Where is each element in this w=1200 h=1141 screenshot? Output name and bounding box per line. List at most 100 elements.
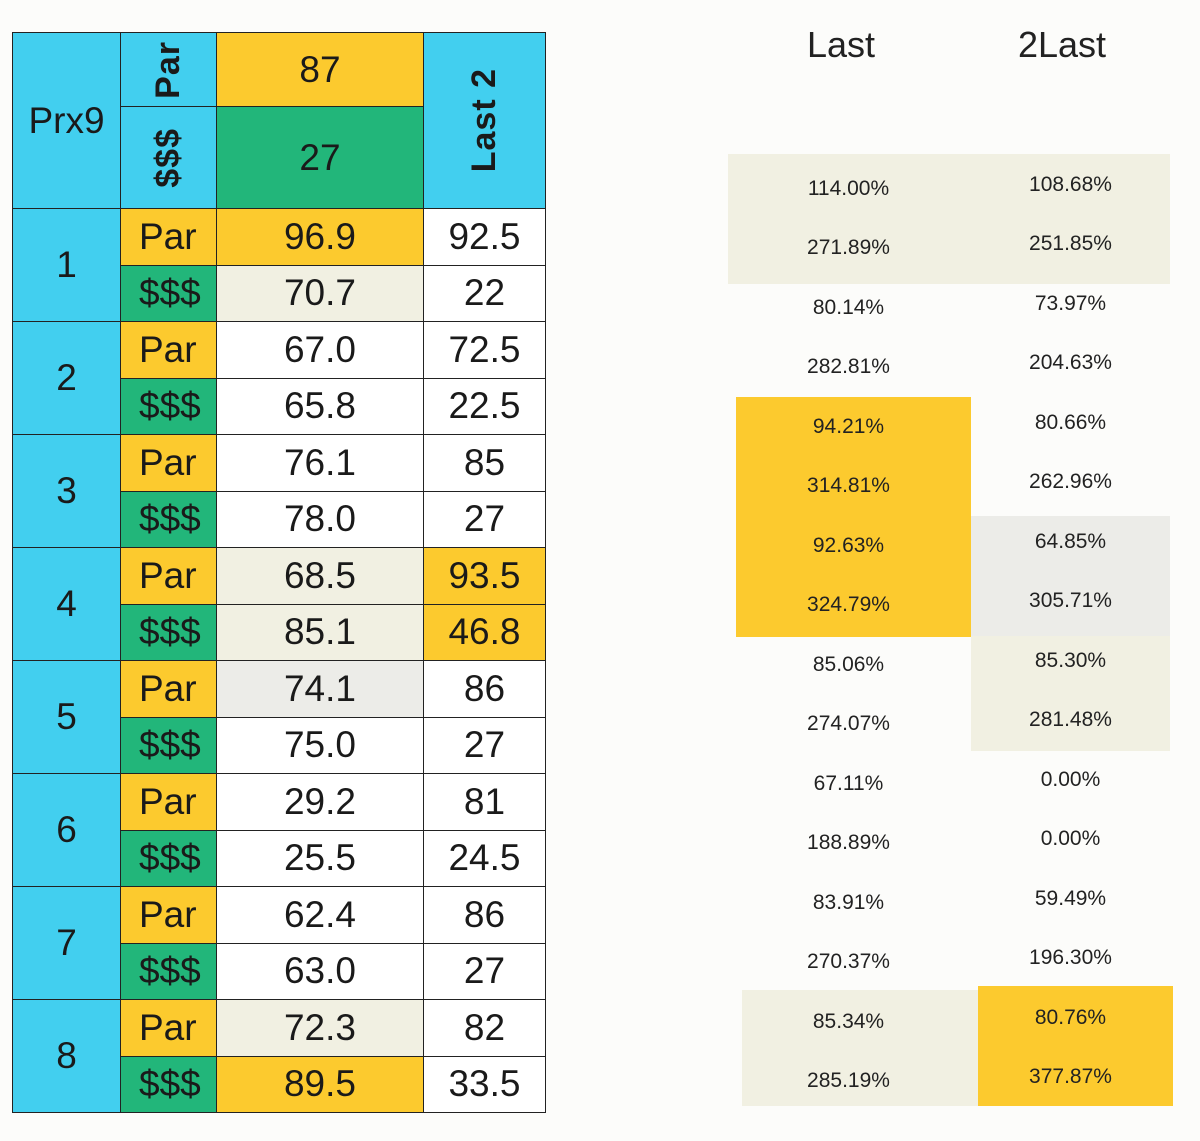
highlight-cream — [728, 154, 1170, 284]
pct-2last: 73.97% — [1034, 291, 1107, 315]
hole-number: 6 — [13, 774, 121, 887]
pct-last: 314.81% — [807, 474, 890, 498]
money-label: $$$ — [121, 491, 217, 548]
par-label: Par — [121, 435, 217, 492]
pct-2last: 0.00% — [1040, 767, 1101, 791]
hole-number: 1 — [13, 209, 121, 322]
header-money-value: 27 — [217, 107, 424, 209]
money-last2: 46.8 — [424, 604, 546, 661]
money-last2: 22.5 — [424, 378, 546, 435]
money-label: $$$ — [121, 1056, 217, 1113]
header-money-label-cell: $$$ — [121, 107, 217, 209]
pct-last: 285.19% — [807, 1069, 890, 1093]
highlight-cream — [971, 636, 1170, 751]
money-last2: 22 — [424, 265, 546, 322]
header-par-label-cell: Par — [121, 33, 217, 107]
pct-last: 85.06% — [812, 652, 885, 676]
pct-2last: 377.87% — [1029, 1065, 1112, 1089]
hole-number: 7 — [13, 887, 121, 1000]
pct-2last: 80.76% — [1034, 1005, 1107, 1029]
pct-last: 282.81% — [807, 355, 890, 379]
money-value: 85.1 — [217, 604, 424, 661]
par-label: Par — [121, 1000, 217, 1057]
par-value: 72.3 — [217, 1000, 424, 1057]
par-last2: 92.5 — [424, 209, 546, 266]
pct-last: 270.37% — [807, 950, 890, 974]
header-money-label: $$$ — [149, 127, 187, 188]
col-header-last: Last — [806, 24, 876, 65]
par-last2: 82 — [424, 1000, 546, 1057]
hole-number: 4 — [13, 548, 121, 661]
highlight-yellow — [978, 986, 1173, 1106]
pct-2last: 59.49% — [1034, 886, 1107, 910]
header-par-value: 87 — [217, 33, 424, 107]
pct-2last: 305.71% — [1029, 589, 1112, 613]
par-value: 29.2 — [217, 774, 424, 831]
par-last2: 86 — [424, 887, 546, 944]
money-label: $$$ — [121, 604, 217, 661]
pct-2last: 85.30% — [1034, 648, 1107, 672]
par-value: 76.1 — [217, 435, 424, 492]
pct-last: 92.63% — [812, 533, 885, 557]
percent-table: 114.00% 108.68% 271.89% 251.85% 80.14% 73.97%… — [728, 154, 1173, 1106]
par-label: Par — [121, 209, 217, 266]
table-title: Prx9 — [13, 33, 121, 209]
money-label: $$$ — [121, 717, 217, 774]
hole-number: 8 — [13, 1000, 121, 1113]
hole-number: 3 — [13, 435, 121, 548]
par-label: Par — [121, 661, 217, 718]
pct-2last: 64.85% — [1034, 529, 1107, 553]
pct-last: 274.07% — [807, 712, 890, 736]
hole-number: 2 — [13, 322, 121, 435]
pct-2last: 196.30% — [1029, 946, 1112, 970]
pct-last: 271.89% — [807, 236, 890, 260]
highlight-yellow — [736, 397, 971, 637]
highlight-cream — [742, 990, 978, 1106]
money-value: 63.0 — [217, 943, 424, 1000]
par-last2: 81 — [424, 774, 546, 831]
par-value: 62.4 — [217, 887, 424, 944]
money-value: 65.8 — [217, 378, 424, 435]
par-label: Par — [121, 774, 217, 831]
par-value: 96.9 — [217, 209, 424, 266]
par-last2: 85 — [424, 435, 546, 492]
par-label: Par — [121, 887, 217, 944]
pct-2last: 251.85% — [1029, 232, 1112, 256]
par-label: Par — [121, 322, 217, 379]
header-last2-cell: Last 2 — [424, 33, 546, 209]
money-last2: 27 — [424, 943, 546, 1000]
money-value: 75.0 — [217, 717, 424, 774]
header-last2-label: Last 2 — [465, 68, 503, 173]
money-last2: 27 — [424, 717, 546, 774]
money-label: $$$ — [121, 830, 217, 887]
par-last2: 93.5 — [424, 548, 546, 605]
pct-last: 324.79% — [807, 593, 890, 617]
par-value: 68.5 — [217, 548, 424, 605]
pct-last: 85.34% — [812, 1009, 885, 1033]
prx9-table: Prx9 Par 87 Last 2 $$$ 27 1 Par $$$ 96.9 70.… — [12, 32, 546, 1113]
pct-2last: 80.66% — [1034, 410, 1107, 434]
money-label: $$$ — [121, 943, 217, 1000]
pct-last: 114.00% — [807, 176, 890, 200]
pct-2last: 0.00% — [1040, 827, 1101, 851]
money-last2: 33.5 — [424, 1056, 546, 1113]
pct-last: 83.91% — [812, 890, 885, 914]
pct-last: 67.11% — [813, 771, 884, 795]
money-last2: 24.5 — [424, 830, 546, 887]
pct-last: 188.89% — [807, 831, 890, 855]
highlight-grey — [971, 516, 1170, 636]
money-label: $$$ — [121, 378, 217, 435]
par-value: 67.0 — [217, 322, 424, 379]
money-value: 25.5 — [217, 830, 424, 887]
money-value: 70.7 — [217, 265, 424, 322]
money-last2: 27 — [424, 491, 546, 548]
pct-last: 80.14% — [812, 295, 885, 319]
par-label: Par — [121, 548, 217, 605]
par-last2: 72.5 — [424, 322, 546, 379]
pct-last: 94.21% — [812, 414, 885, 438]
pct-2last: 204.63% — [1029, 351, 1112, 375]
header-par-label: Par — [149, 40, 187, 99]
col-header-2last: 2Last — [1017, 24, 1107, 65]
par-last2: 86 — [424, 661, 546, 718]
money-label: $$$ — [121, 265, 217, 322]
